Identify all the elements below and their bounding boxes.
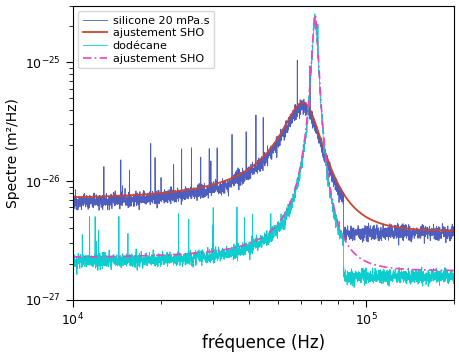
X-axis label: fréquence (Hz): fréquence (Hz) — [202, 334, 325, 352]
dodécane — [451, 276, 456, 280]
ajustement SHO — [113, 194, 119, 198]
ajustement SHO — [232, 174, 238, 179]
ajustement SHO — [216, 181, 221, 185]
dodécane — [70, 257, 75, 261]
ajustement SHO — [113, 254, 119, 258]
ajustement SHO — [443, 228, 449, 233]
Line: ajustement SHO: ajustement SHO — [73, 102, 453, 231]
dodécane — [216, 250, 221, 254]
ajustement SHO — [403, 267, 408, 271]
silicone 20 mPa.s — [136, 202, 141, 206]
ajustement SHO — [70, 195, 75, 199]
ajustement SHO — [451, 268, 456, 272]
silicone 20 mPa.s — [395, 243, 401, 247]
Legend: silicone 20 mPa.s, ajustement SHO, dodécane, ajustement SHO: silicone 20 mPa.s, ajustement SHO, dodéc… — [78, 11, 213, 68]
Line: silicone 20 mPa.s: silicone 20 mPa.s — [73, 60, 453, 245]
silicone 20 mPa.s — [294, 58, 299, 62]
Y-axis label: Spectre (m²/Hz): Spectre (m²/Hz) — [6, 98, 20, 208]
dodécane — [443, 270, 449, 275]
silicone 20 mPa.s — [232, 178, 238, 182]
silicone 20 mPa.s — [70, 200, 75, 204]
dodécane — [403, 275, 408, 280]
silicone 20 mPa.s — [216, 189, 221, 193]
ajustement SHO — [136, 254, 141, 258]
ajustement SHO — [312, 13, 317, 17]
silicone 20 mPa.s — [451, 230, 456, 234]
ajustement SHO — [70, 255, 75, 259]
silicone 20 mPa.s — [443, 237, 449, 241]
silicone 20 mPa.s — [403, 231, 408, 235]
ajustement SHO — [443, 268, 449, 272]
dodécane — [136, 262, 141, 267]
dodécane — [311, 11, 317, 16]
Line: ajustement SHO: ajustement SHO — [73, 15, 453, 270]
ajustement SHO — [403, 226, 408, 231]
ajustement SHO — [216, 248, 221, 253]
silicone 20 mPa.s — [113, 202, 119, 206]
ajustement SHO — [451, 229, 456, 233]
dodécane — [113, 253, 119, 257]
Line: dodécane: dodécane — [73, 14, 453, 287]
ajustement SHO — [136, 193, 141, 197]
ajustement SHO — [299, 100, 305, 105]
ajustement SHO — [232, 245, 238, 250]
dodécane — [351, 285, 356, 290]
dodécane — [232, 243, 238, 248]
